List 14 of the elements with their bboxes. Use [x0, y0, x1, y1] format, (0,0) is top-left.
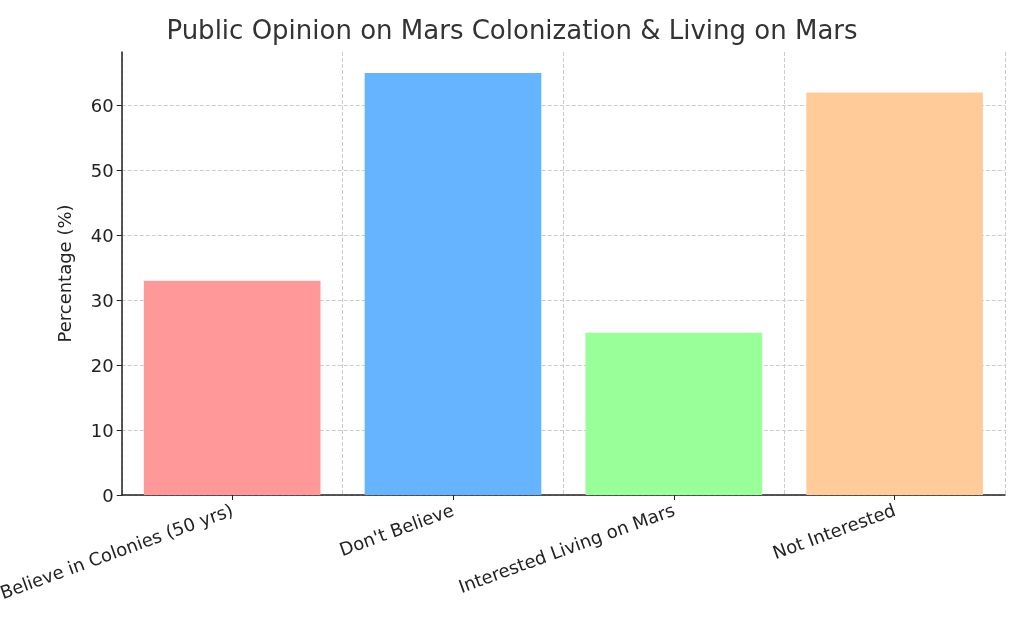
y-tick-label: 40 [90, 224, 114, 246]
y-tick-label: 10 [90, 419, 114, 441]
y-tick-label: 60 [90, 95, 114, 117]
y-tick-label: 0 [102, 484, 114, 506]
chart-title: Public Opinion on Mars Colonization & Living on Mars [166, 15, 858, 45]
bar [364, 73, 542, 495]
y-tick-label: 50 [90, 159, 114, 181]
x-tick-label: Don't Believe [336, 499, 457, 560]
y-axis-title: Percentage (%) [54, 204, 76, 343]
bar [806, 92, 983, 495]
y-tick-label: 20 [90, 354, 114, 376]
bar [143, 280, 321, 495]
bar [585, 332, 763, 495]
y-tick-label: 30 [90, 289, 114, 311]
